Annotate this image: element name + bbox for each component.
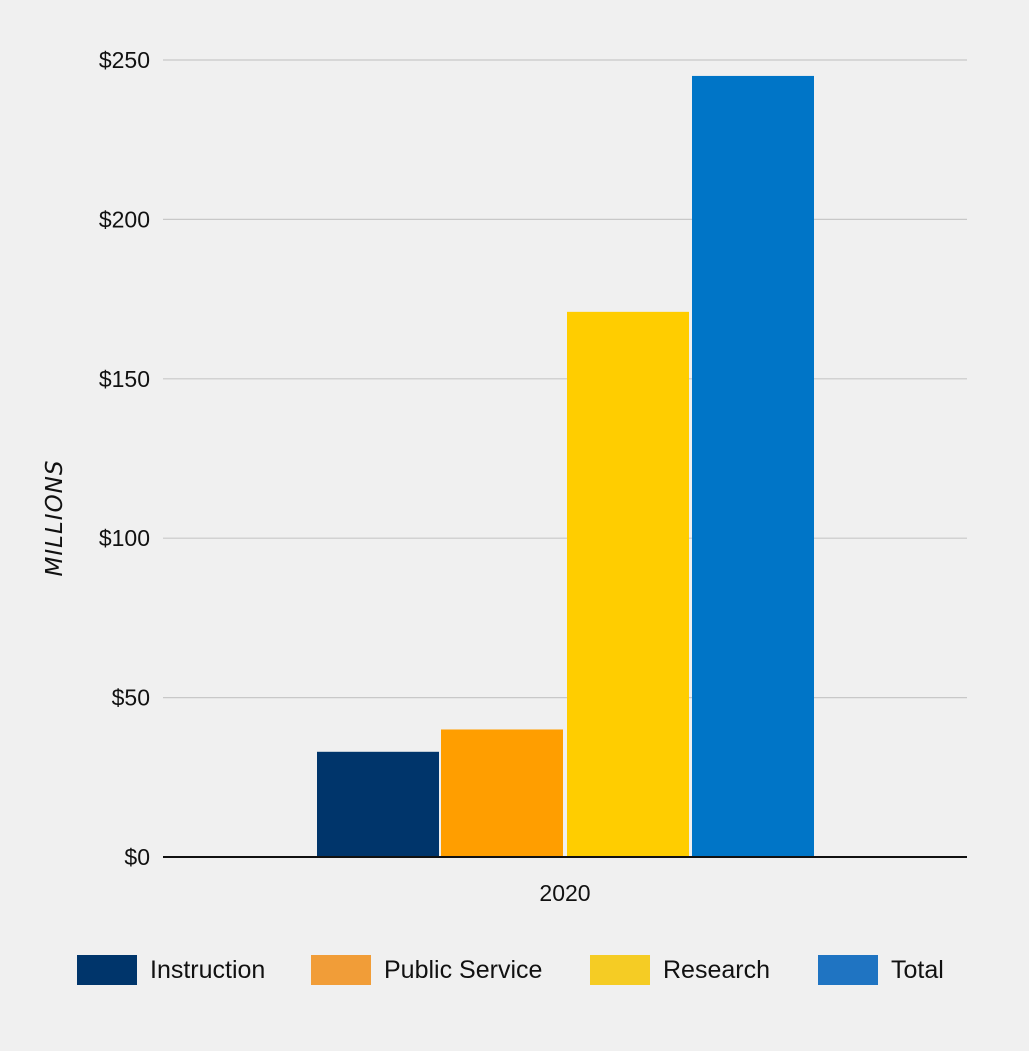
legend-swatch <box>77 955 137 985</box>
legend-item-instruction: Instruction <box>77 954 265 986</box>
bars <box>317 75 814 857</box>
legend-swatch <box>311 955 371 985</box>
y-tick-label: $250 <box>99 47 150 73</box>
legend-label: Instruction <box>150 955 266 984</box>
legend-swatch <box>590 955 650 985</box>
bar-total <box>692 75 814 857</box>
legend-item-total: Total <box>818 954 944 986</box>
gridlines <box>163 59 967 699</box>
x-tick-label: 2020 <box>539 880 590 906</box>
bar-research <box>567 311 689 857</box>
bar-public-service <box>441 729 563 857</box>
y-tick-label: $150 <box>99 366 150 392</box>
legend-label: Research <box>663 955 770 984</box>
y-tick-label: $200 <box>99 206 150 232</box>
y-tick-label: $100 <box>99 525 150 551</box>
legend-swatch <box>818 955 878 985</box>
legend-label: Public Service <box>384 955 543 984</box>
y-tick-label: $50 <box>112 685 150 711</box>
legend-item-public-service: Public Service <box>311 954 542 986</box>
chart-legend: Instruction Public Service Research Total <box>0 954 1029 986</box>
legend-item-research: Research <box>590 954 770 986</box>
tick-labels: $0 $50 $100 $150 $200 $250 2020 <box>99 47 591 906</box>
bar-instruction <box>317 751 439 857</box>
y-tick-label: $0 <box>124 844 150 870</box>
legend-label: Total <box>891 955 944 984</box>
y-axis-title: MILLIONS <box>42 460 68 577</box>
